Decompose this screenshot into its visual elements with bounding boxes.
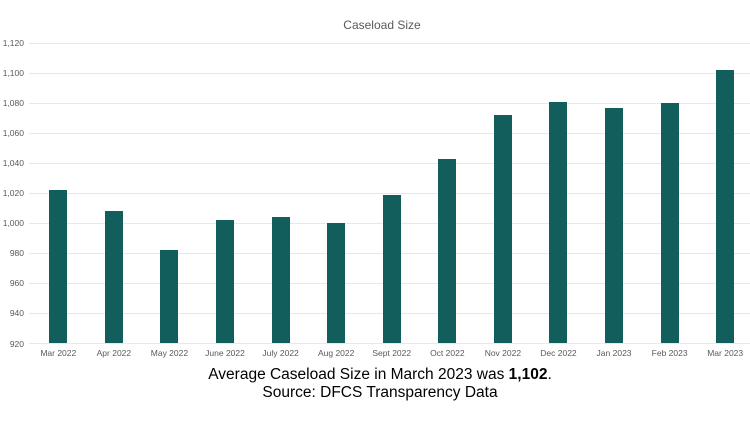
y-axis-tick-label: 920 [9, 338, 24, 349]
x-axis-label: Nov 2022 [484, 348, 522, 358]
bar-aug-2022 [327, 223, 346, 344]
x-axis-label: Sept 2022 [372, 348, 412, 358]
y-axis-tick-label: 1,120 [2, 38, 24, 48]
y-axis-tick-label: 1,000 [2, 218, 24, 229]
bar-june-2022 [216, 220, 235, 344]
bar-mar-2023 [716, 70, 735, 344]
gridline [29, 343, 750, 344]
x-axis-label: Oct 2022 [430, 348, 465, 358]
gridline [29, 162, 750, 164]
caption: Average Caseload Size in March 2023 was … [0, 366, 750, 402]
x-axis-label: Mar 2022 [40, 348, 77, 358]
bar-july-2022 [271, 217, 290, 344]
x-axis-label: May 2022 [150, 348, 189, 358]
bar-may-2022 [160, 250, 179, 344]
x-axis-label: Mar 2023 [707, 348, 744, 358]
y-axis-tick-label: 1,100 [2, 68, 24, 79]
bar-oct-2022 [438, 158, 457, 344]
bar-apr-2022 [104, 211, 123, 344]
bar-mar-2022 [49, 190, 68, 344]
bar-jan-2023 [605, 107, 624, 344]
y-axis-tick-label: 940 [9, 308, 24, 319]
y-axis-tick-label: 960 [9, 278, 24, 289]
bar-sept-2022 [382, 194, 401, 344]
bar-feb-2023 [660, 103, 679, 344]
y-axis-tick-label: 980 [9, 248, 24, 259]
x-axis-label: Feb 2023 [651, 348, 688, 358]
x-axis-label: Dec 2022 [540, 348, 577, 358]
gridline [29, 132, 750, 134]
caption-line-1: Average Caseload Size in March 2023 was … [0, 366, 750, 384]
chart-title: Caseload Size [343, 18, 421, 32]
x-axis-label: Jan 2023 [596, 348, 632, 358]
y-axis-tick-label: 1,040 [2, 158, 24, 169]
gridline [29, 102, 750, 104]
x-axis-label: July 2022 [262, 348, 299, 358]
gridline [29, 42, 750, 44]
x-axis-label: Aug 2022 [317, 348, 355, 358]
bar-nov-2022 [493, 115, 512, 344]
x-axis-label: June 2022 [205, 348, 245, 358]
y-axis-tick-label: 1,020 [2, 188, 24, 199]
caption-period: . [547, 366, 552, 383]
y-axis-tick-label: 1,080 [2, 98, 24, 109]
gridline [29, 192, 750, 194]
caption-source: Source: DFCS Transparency Data [262, 384, 498, 401]
bar-dec-2022 [549, 101, 568, 344]
gridline [29, 72, 750, 74]
x-axis-label: Apr 2022 [96, 348, 132, 358]
caption-text: Average Caseload Size in March 2023 was [208, 366, 509, 383]
caption-highlight-value: 1,102 [508, 366, 548, 383]
y-axis-tick-label: 1,060 [2, 128, 24, 139]
